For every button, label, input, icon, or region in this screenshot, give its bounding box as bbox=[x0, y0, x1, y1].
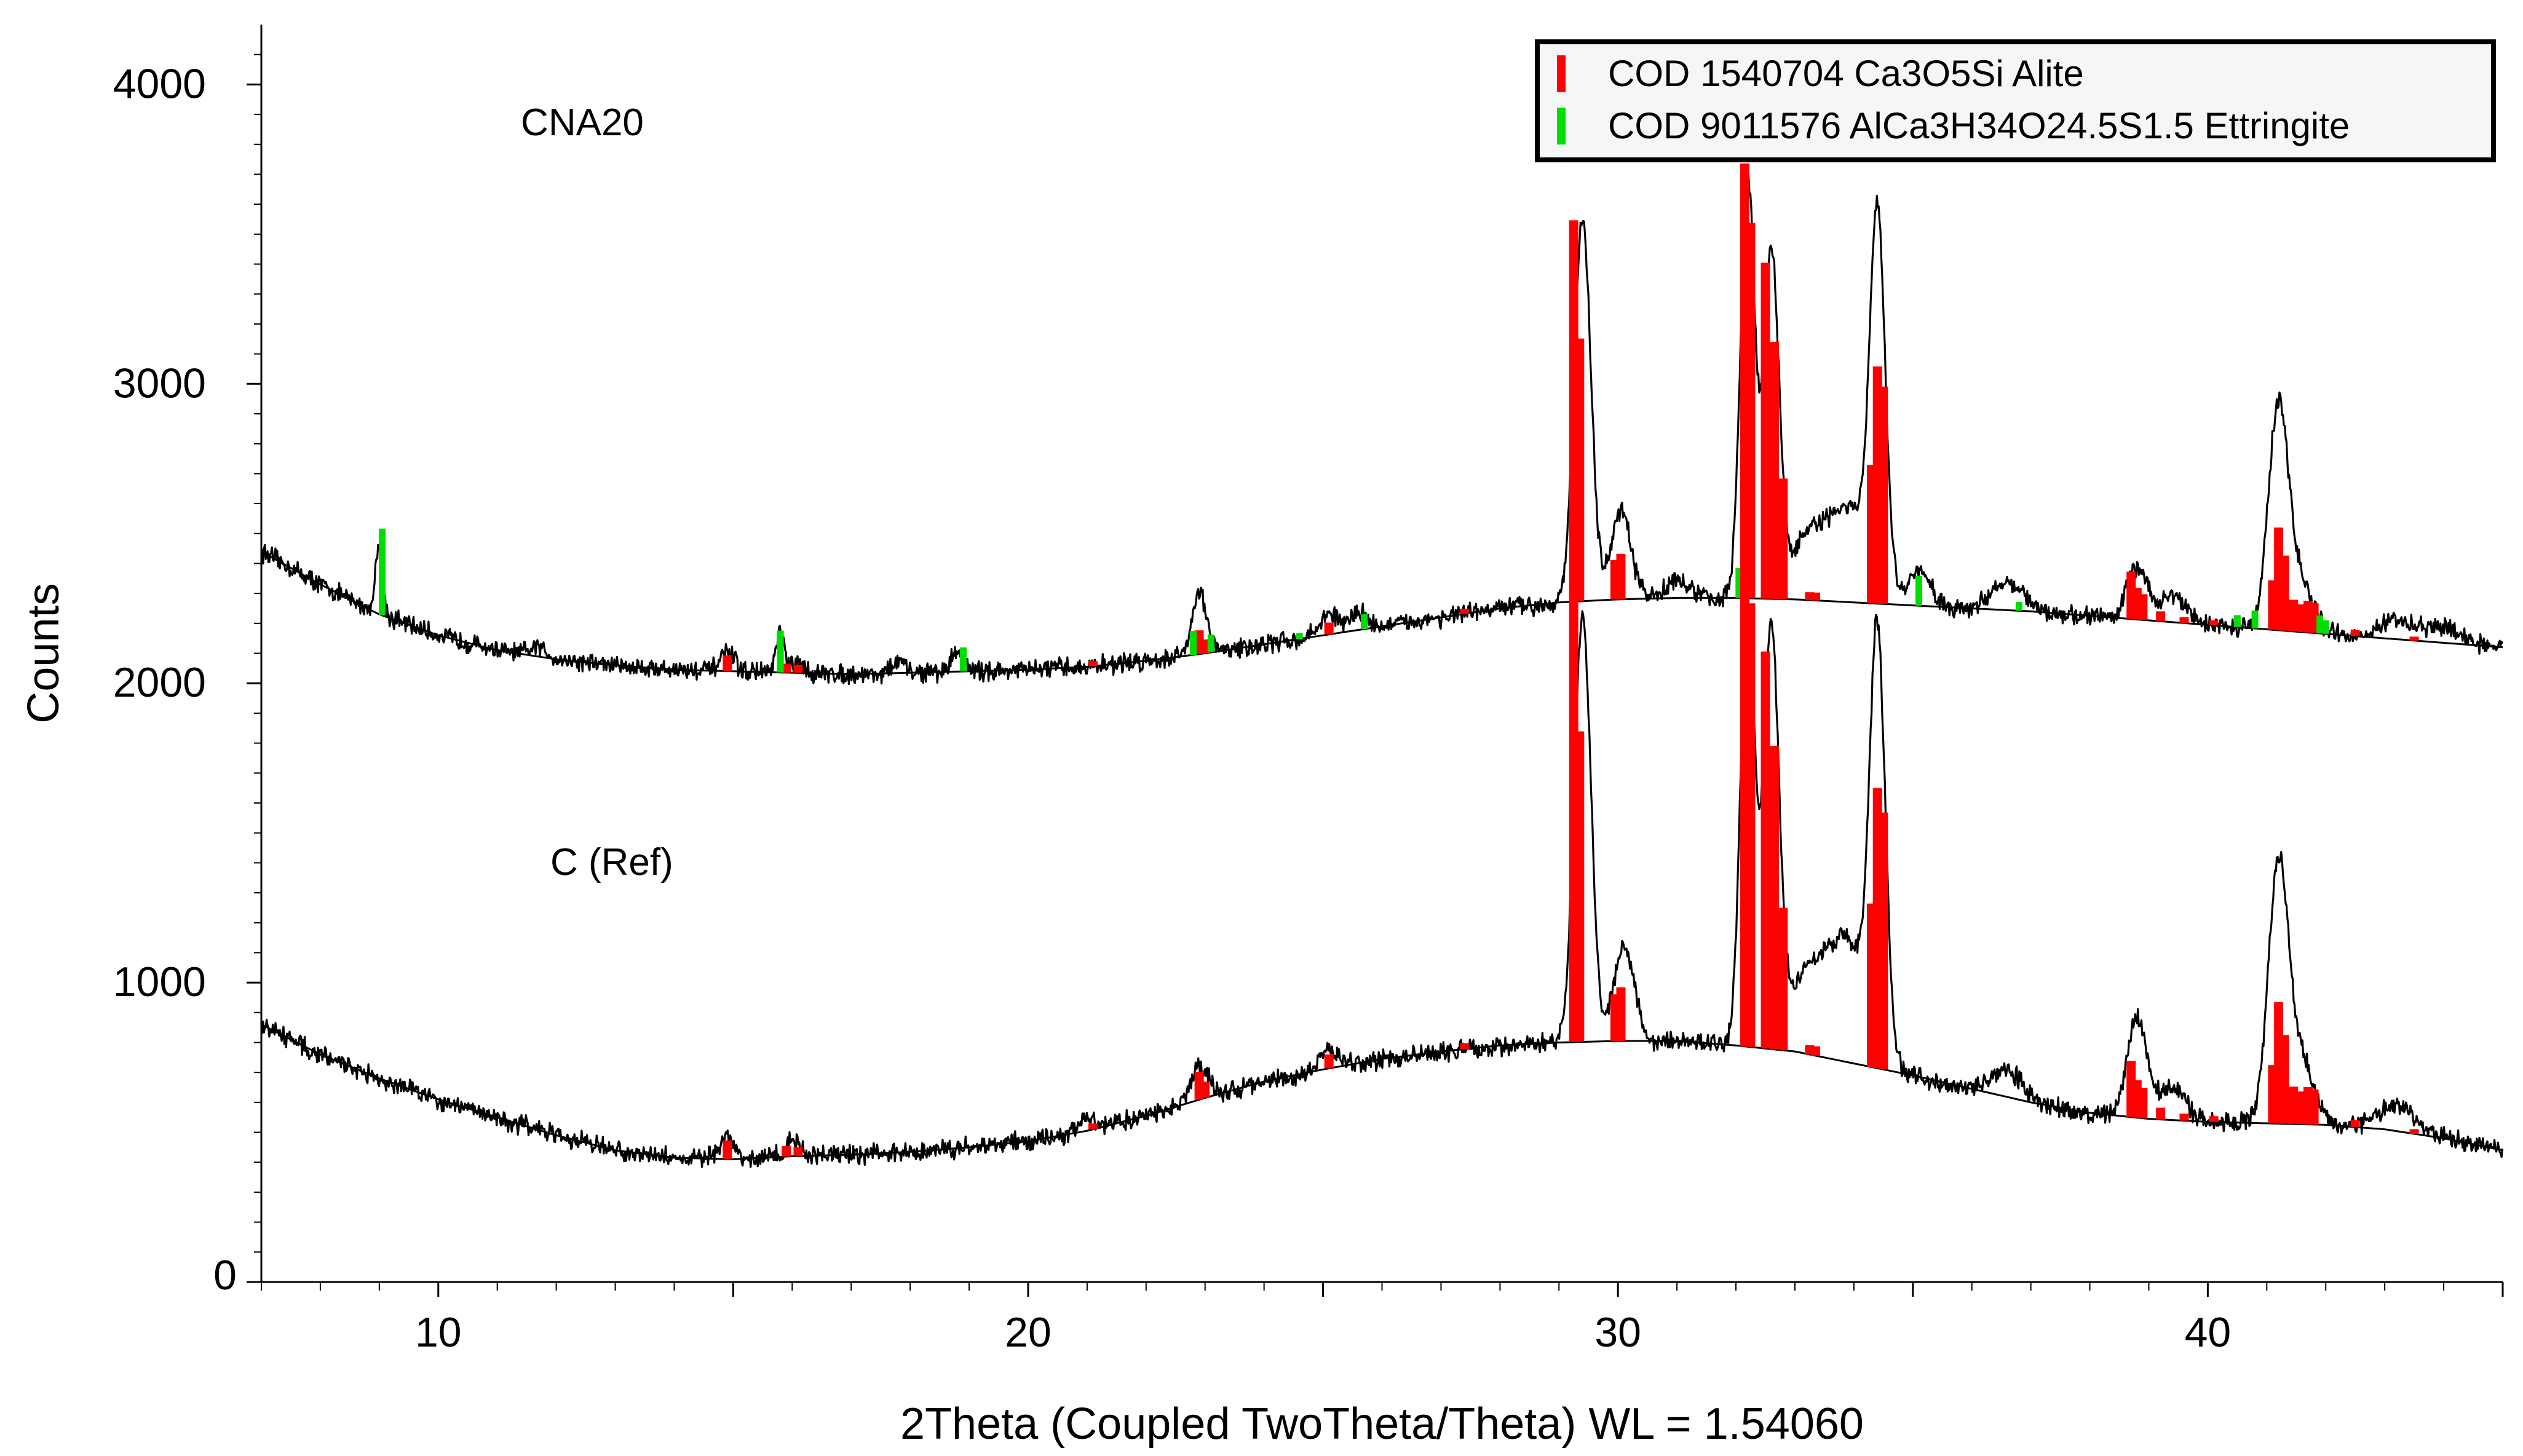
stick-alite-cna20 bbox=[1746, 223, 1756, 599]
stick-alite-c-ref bbox=[1575, 731, 1585, 1042]
stick-alite-c-ref bbox=[2156, 1107, 2166, 1120]
legend-label-ettringite: COD 9011576 AlCa3H34O24.5S1.5 Ettringite bbox=[1608, 105, 2350, 146]
stick-alite-c-ref bbox=[1761, 651, 1770, 1049]
stick-alite-c-ref bbox=[2209, 1116, 2219, 1122]
stick-ettringite-cna20 bbox=[1190, 631, 1197, 655]
stick-alite-c-ref bbox=[1324, 1054, 1334, 1069]
stick-alite-cna20 bbox=[2409, 636, 2419, 641]
stick-ettringite-cna20 bbox=[379, 528, 386, 615]
stick-alite-cna20 bbox=[1761, 263, 1770, 599]
stick-alite-cna20 bbox=[1575, 338, 1585, 601]
stick-alite-c-ref bbox=[1200, 1082, 1210, 1098]
stick-alite-cna20 bbox=[2179, 617, 2189, 623]
stick-ettringite-cna20 bbox=[960, 647, 967, 671]
stick-alite-cna20 bbox=[1616, 553, 1626, 599]
stick-alite-cna20 bbox=[1088, 661, 1098, 667]
legend: COD 1540704 Ca3O5Si Alite COD 9011576 AlC… bbox=[1535, 39, 2496, 162]
stick-ettringite-cna20 bbox=[2316, 615, 2324, 634]
stick-alite-c-ref bbox=[1879, 812, 1888, 1070]
stick-alite-cna20 bbox=[2279, 555, 2289, 631]
stick-alite-cna20 bbox=[2289, 599, 2298, 631]
stick-ettringite-cna20 bbox=[1915, 576, 1922, 606]
stick-ettringite-cna20 bbox=[2322, 620, 2329, 634]
legend-swatch-alite bbox=[1557, 55, 1566, 92]
stick-alite-cna20 bbox=[782, 663, 791, 673]
stick-ettringite-cna20 bbox=[1296, 633, 1303, 639]
stick-alite-c-ref bbox=[2309, 1089, 2319, 1125]
stick-alite-c-ref bbox=[1746, 603, 1756, 1047]
series-label-c-ref: C (Ref) bbox=[550, 841, 673, 884]
stick-alite-c-ref bbox=[1778, 908, 1788, 1051]
series-label-cna20: CNA20 bbox=[521, 101, 644, 144]
stick-alite-cna20 bbox=[1778, 478, 1788, 599]
stick-alite-c-ref bbox=[2350, 1120, 2360, 1127]
stick-alite-c-ref bbox=[2179, 1114, 2189, 1121]
y-tick-label: 3000 bbox=[113, 360, 206, 406]
legend-label-alite: COD 1540704 Ca3O5Si Alite bbox=[1608, 53, 2084, 94]
legend-box bbox=[1535, 39, 2496, 162]
y-tick-label: 0 bbox=[213, 1252, 237, 1299]
stick-ettringite-cna20 bbox=[1207, 634, 1214, 652]
x-tick-label: 30 bbox=[1594, 1309, 1641, 1356]
stick-alite-c-ref bbox=[1616, 987, 1626, 1042]
stick-alite-cna20 bbox=[1769, 342, 1779, 599]
stick-alite-c-ref bbox=[793, 1147, 803, 1157]
x-tick-label: 20 bbox=[1005, 1309, 1052, 1356]
pattern-line-c-ref bbox=[260, 597, 2504, 1168]
stick-alite-c-ref bbox=[782, 1145, 791, 1157]
stick-alite-c-ref bbox=[2138, 1088, 2148, 1118]
stick-ettringite-cna20 bbox=[2015, 601, 2022, 611]
plot-area: CNA20 C (Ref) bbox=[260, 101, 2504, 1168]
stick-alite-cna20 bbox=[2209, 620, 2219, 625]
stick-alite-cna20 bbox=[2138, 594, 2148, 620]
stick-ettringite-cna20 bbox=[1361, 614, 1368, 629]
stick-ettringite-cna20 bbox=[2233, 615, 2241, 627]
stick-alite-cna20 bbox=[2156, 611, 2166, 622]
stick-alite-cna20 bbox=[1879, 386, 1888, 604]
stick-ettringite-cna20 bbox=[2251, 610, 2259, 629]
stick-alite-c-ref bbox=[723, 1140, 732, 1160]
stick-alite-cna20 bbox=[1200, 639, 1210, 654]
y-tick-label: 2000 bbox=[113, 659, 206, 706]
stick-alite-cna20 bbox=[2350, 630, 2360, 636]
stick-alite-c-ref bbox=[1811, 1046, 1820, 1056]
stick-alite-cna20 bbox=[793, 665, 803, 673]
stick-ettringite-cna20 bbox=[777, 630, 784, 673]
stick-alite-c-ref bbox=[1088, 1123, 1098, 1130]
stick-alite-c-ref bbox=[2409, 1129, 2419, 1134]
stick-alite-c-ref bbox=[1460, 1043, 1470, 1050]
stick-alite-cna20 bbox=[1324, 622, 1334, 635]
x-axis-title: 2Theta (Coupled TwoTheta/Theta) WL = 1.5… bbox=[900, 1399, 1864, 1449]
x-tick-label: 40 bbox=[2185, 1309, 2232, 1356]
stick-alite-cna20 bbox=[723, 655, 732, 671]
stick-ettringite-cna20 bbox=[1735, 568, 1743, 598]
stick-alite-c-ref bbox=[2289, 1086, 2298, 1125]
stick-alite-cna20 bbox=[1460, 609, 1470, 614]
axes: 0 1000 2000 3000 4000 10 20 30 40 2Theta (Coupled… bbox=[19, 25, 2504, 1449]
stick-alite-c-ref bbox=[2279, 1035, 2289, 1124]
stick-alite-c-ref bbox=[1769, 746, 1779, 1050]
y-tick-label: 1000 bbox=[113, 959, 206, 1005]
stick-alite-cna20 bbox=[1811, 592, 1820, 601]
stick-alite-cna20 bbox=[2309, 603, 2319, 633]
x-tick-label: 10 bbox=[415, 1309, 462, 1356]
legend-swatch-ettringite bbox=[1557, 108, 1566, 144]
y-axis-title: Counts bbox=[19, 583, 68, 723]
y-tick-label: 4000 bbox=[113, 60, 206, 107]
